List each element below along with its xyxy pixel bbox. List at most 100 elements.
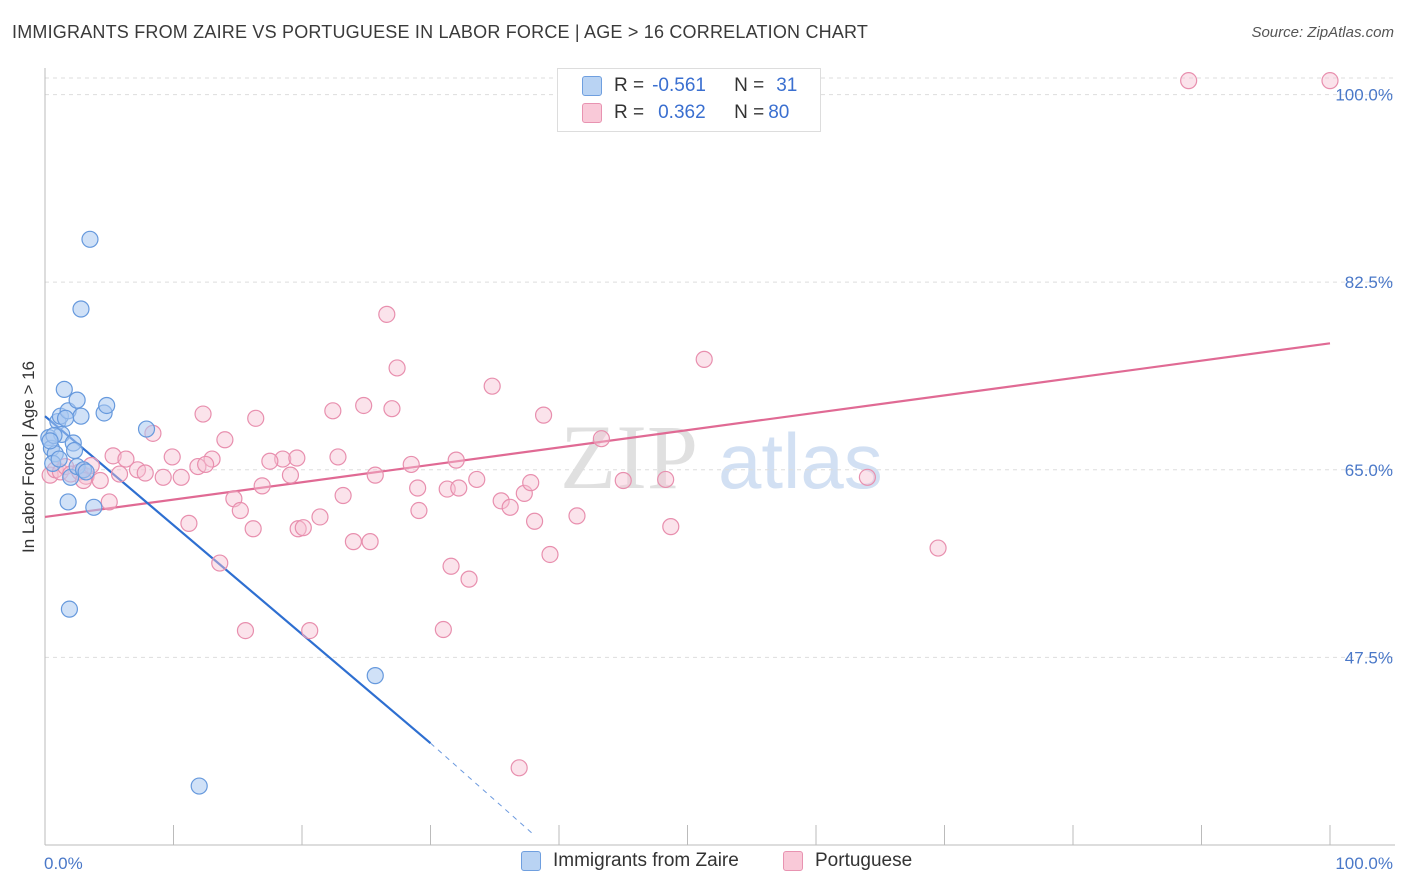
legend-n-value-zaire: 31 (776, 75, 798, 96)
point-portuguese (541, 545, 559, 564)
data-points (40, 72, 1339, 795)
point-portuguese (450, 479, 468, 497)
legend-row-zaire: R = -0.561 N = 31 (582, 73, 797, 99)
point-portuguese (388, 359, 406, 377)
point-portuguese (311, 508, 329, 526)
point-portuguese (366, 466, 384, 484)
point-zaire (60, 600, 79, 618)
point-portuguese (288, 449, 306, 467)
point-zaire (50, 450, 68, 468)
point-portuguese (274, 450, 292, 468)
y-tick-label: 65.0% (1345, 461, 1393, 480)
point-zaire (65, 441, 84, 460)
point-portuguese (329, 448, 347, 466)
point-portuguese (695, 350, 713, 368)
trend-line-portuguese (44, 342, 1331, 519)
point-portuguese (510, 759, 528, 777)
point-zaire (77, 463, 95, 481)
point-portuguese (522, 474, 540, 492)
point-portuguese (534, 406, 553, 424)
point-portuguese (194, 405, 212, 423)
point-zaire (98, 396, 116, 415)
point-portuguese (136, 464, 154, 482)
point-portuguese (110, 465, 129, 483)
bottom-legend-portuguese: Portuguese (783, 850, 912, 872)
point-zaire (72, 300, 90, 318)
point-portuguese (216, 431, 234, 449)
point-portuguese (657, 470, 675, 489)
point-portuguese (592, 430, 611, 448)
point-portuguese (355, 396, 373, 415)
point-portuguese (104, 447, 122, 465)
point-zaire (41, 432, 59, 450)
y-tick-label: 100.0% (1335, 86, 1393, 105)
x-tick-label-min: 0.0% (44, 854, 83, 873)
point-zaire (55, 380, 73, 398)
point-zaire (190, 777, 208, 795)
point-portuguese (211, 554, 229, 572)
point-portuguese (1321, 72, 1339, 90)
bottom-legend-label-zaire: Immigrants from Zaire (553, 850, 739, 871)
watermark-atlas: atlas (718, 417, 883, 505)
point-portuguese (154, 468, 172, 486)
x-tick-labels: 0.0% 100.0% (44, 854, 1393, 873)
point-portuguese (301, 621, 319, 640)
point-portuguese (525, 512, 544, 530)
point-portuguese (236, 621, 255, 640)
point-portuguese (378, 305, 396, 323)
point-portuguese (163, 448, 181, 466)
legend-n-label: N = (734, 102, 765, 123)
bottom-swatch-zaire (521, 851, 541, 871)
legend-r-value-portuguese: 0.362 (658, 102, 706, 123)
legend-n-label: N = (734, 75, 765, 96)
point-portuguese (568, 507, 586, 525)
legend: R = -0.561 N = 31 R = 0.362 N = 80 (557, 68, 821, 132)
bottom-legend-label-portuguese: Portuguese (815, 850, 913, 871)
y-tick-labels: 47.5% 65.0% 82.5% 100.0% (1335, 86, 1393, 668)
point-portuguese (180, 514, 198, 532)
point-portuguese (231, 501, 249, 520)
legend-r-label: R = (614, 102, 645, 123)
point-portuguese (289, 520, 307, 538)
point-portuguese (197, 455, 215, 474)
legend-n-value-portuguese: 80 (768, 102, 790, 123)
y-axis-title: In Labor Force | Age > 16 (19, 361, 38, 553)
point-portuguese (662, 518, 680, 536)
y-tick-label: 82.5% (1345, 273, 1393, 292)
point-portuguese (91, 471, 109, 490)
point-portuguese (515, 484, 533, 502)
point-portuguese (492, 492, 510, 510)
point-portuguese (383, 400, 401, 418)
point-portuguese (929, 539, 947, 557)
legend-r-value-zaire: -0.561 (652, 75, 706, 96)
trend-line-zaire-extension (430, 742, 534, 835)
point-portuguese (447, 451, 465, 469)
point-zaire (137, 420, 156, 438)
trend-line-zaire (44, 415, 432, 744)
point-portuguese (100, 493, 118, 511)
chart-title: IMMIGRANTS FROM ZAIRE VS PORTUGUESE IN L… (12, 22, 869, 42)
point-portuguese (614, 471, 632, 490)
bottom-legend-zaire: Immigrants from Zaire (521, 850, 739, 872)
point-zaire (72, 407, 90, 425)
point-zaire (56, 409, 75, 427)
point-zaire (85, 498, 103, 516)
point-portuguese (334, 486, 352, 505)
point-portuguese (261, 452, 279, 470)
point-portuguese (344, 533, 362, 551)
point-portuguese (483, 377, 501, 395)
point-portuguese (434, 620, 452, 639)
point-portuguese (410, 501, 428, 520)
trend-lines (44, 342, 1331, 835)
point-portuguese (501, 498, 519, 516)
legend-swatch-portuguese (582, 103, 602, 123)
point-portuguese (244, 520, 262, 538)
legend-swatch-zaire (582, 76, 602, 96)
legend-row-portuguese: R = 0.362 N = 80 (582, 100, 789, 126)
point-portuguese (468, 470, 486, 489)
point-portuguese (409, 479, 427, 497)
source-label: Source: ZipAtlas.com (1251, 24, 1394, 41)
point-portuguese (247, 409, 265, 427)
point-portuguese (324, 402, 342, 420)
point-portuguese (858, 468, 877, 486)
